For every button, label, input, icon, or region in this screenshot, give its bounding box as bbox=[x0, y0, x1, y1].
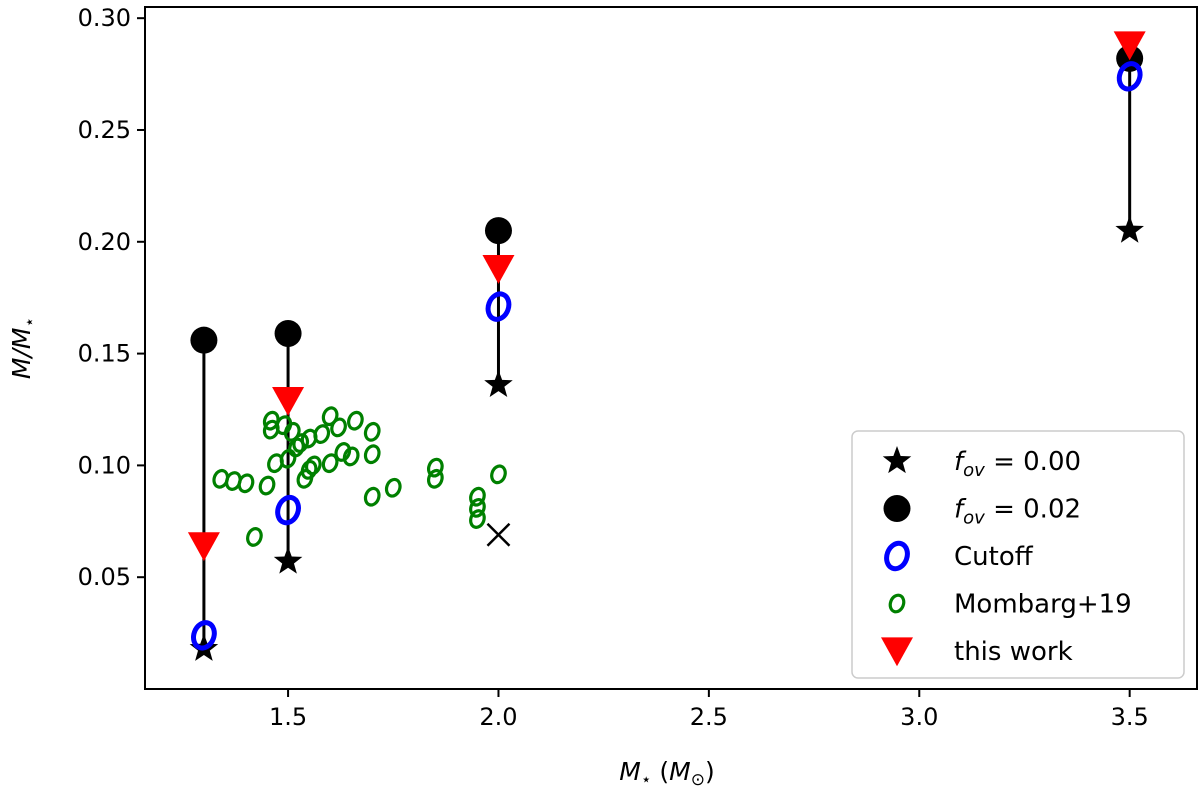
x-tick-label: 1.5 bbox=[269, 703, 307, 731]
x-axis-label-part: ⊙ bbox=[691, 770, 705, 790]
data-point-o-small bbox=[342, 446, 360, 467]
y-tick-label: 0.15 bbox=[78, 340, 131, 368]
data-point-o-small bbox=[304, 455, 322, 476]
data-points bbox=[187, 31, 1146, 661]
data-point-o-small bbox=[334, 442, 352, 462]
data-point-o-small bbox=[292, 433, 310, 453]
x-tick-label: 3.0 bbox=[900, 703, 938, 731]
legend-label: this work bbox=[954, 637, 1073, 667]
data-point-o-small bbox=[313, 424, 331, 444]
legend-label: fov = 0.00 bbox=[954, 447, 1081, 481]
data-point-triangle-down bbox=[187, 532, 220, 562]
data-point-o-small bbox=[237, 473, 255, 494]
data-point-o-small bbox=[363, 444, 381, 465]
legend-label: fov = 0.02 bbox=[954, 495, 1081, 529]
data-point-o-small bbox=[258, 475, 276, 496]
legend-label-part: ov bbox=[963, 508, 985, 529]
x-axis-label-part: ( bbox=[651, 757, 669, 786]
data-point-o-small bbox=[363, 486, 381, 507]
data-point-o-large bbox=[191, 620, 217, 651]
plot-frame bbox=[144, 6, 1198, 690]
y-axis-label-part: M/M bbox=[7, 328, 36, 380]
data-point-x bbox=[486, 522, 511, 547]
x-axis-label-part: M bbox=[669, 757, 691, 786]
data-point-o-small bbox=[246, 527, 263, 547]
legend-marker-triangle-down bbox=[881, 637, 913, 667]
data-point-star bbox=[1115, 215, 1144, 243]
data-point-o-large bbox=[485, 291, 512, 322]
legend-marker-o-small bbox=[888, 593, 906, 614]
x-axis-label-part: M bbox=[619, 757, 641, 786]
x-axis-label: M⋆ (M⊙) bbox=[619, 757, 715, 790]
data-point-star bbox=[484, 369, 513, 398]
data-point-o-small bbox=[469, 497, 486, 518]
data-point-circle bbox=[190, 326, 218, 354]
data-point-triangle-down bbox=[272, 386, 305, 416]
legend-label-part: = 0.00 bbox=[985, 447, 1081, 477]
y-tick-label: 0.05 bbox=[78, 563, 131, 591]
x-tick-label: 2.5 bbox=[690, 703, 728, 731]
legend-marker-o-large bbox=[884, 540, 910, 572]
y-axis-label: M/M⋆ bbox=[7, 317, 40, 379]
data-point-o-small bbox=[363, 421, 381, 442]
data-point-o-small bbox=[347, 410, 364, 431]
data-point-o-small bbox=[469, 486, 486, 507]
legend-label-part: = 0.02 bbox=[985, 495, 1081, 525]
x-tick-label: 3.5 bbox=[1111, 703, 1149, 731]
legend-box bbox=[851, 430, 1185, 679]
data-point-triangle-down bbox=[1113, 31, 1146, 61]
data-point-o-small bbox=[330, 417, 347, 438]
data-point-o-small bbox=[275, 415, 293, 436]
data-point-o-small bbox=[469, 509, 486, 529]
x-axis-label-part: ⋆ bbox=[641, 770, 652, 790]
y-axis: 0.05 0.10 0.15 0.20 0.25 0.30 bbox=[78, 4, 145, 591]
data-point-circle bbox=[484, 217, 512, 245]
data-point-o-large bbox=[275, 494, 301, 526]
x-axis: 1.5 2.0 2.5 3.0 3.5 bbox=[269, 689, 1149, 731]
data-point-o-small bbox=[490, 464, 507, 485]
data-point-o-small bbox=[321, 406, 339, 427]
y-tick-label: 0.10 bbox=[78, 451, 131, 479]
x-axis-label-part: ) bbox=[705, 757, 715, 786]
y-tick-label: 0.20 bbox=[78, 228, 131, 256]
legend-label-part: ov bbox=[963, 460, 985, 481]
y-tick-label: 0.25 bbox=[78, 116, 131, 144]
legend: fov = 0.00 fov = 0.02 Cutoff Mombarg+19 this… bbox=[851, 430, 1185, 679]
data-point-star bbox=[273, 546, 303, 574]
data-point-o-large bbox=[1116, 61, 1143, 92]
y-tick-label: 0.30 bbox=[78, 4, 131, 32]
x-tick-label: 2.0 bbox=[479, 703, 517, 731]
data-point-o-small bbox=[426, 457, 444, 478]
y-axis-label-part: ⋆ bbox=[20, 317, 40, 328]
data-point-triangle-down bbox=[482, 255, 515, 284]
legend-marker-star bbox=[882, 446, 912, 474]
data-point-o-small bbox=[384, 477, 402, 498]
data-point-circle bbox=[274, 319, 302, 347]
legend-label: Mombarg+19 bbox=[954, 590, 1132, 620]
legend-marker-circle bbox=[883, 495, 911, 522]
data-point-o-small bbox=[321, 453, 339, 474]
legend-label: Cutoff bbox=[954, 542, 1034, 572]
data-point-o-small bbox=[426, 468, 444, 489]
